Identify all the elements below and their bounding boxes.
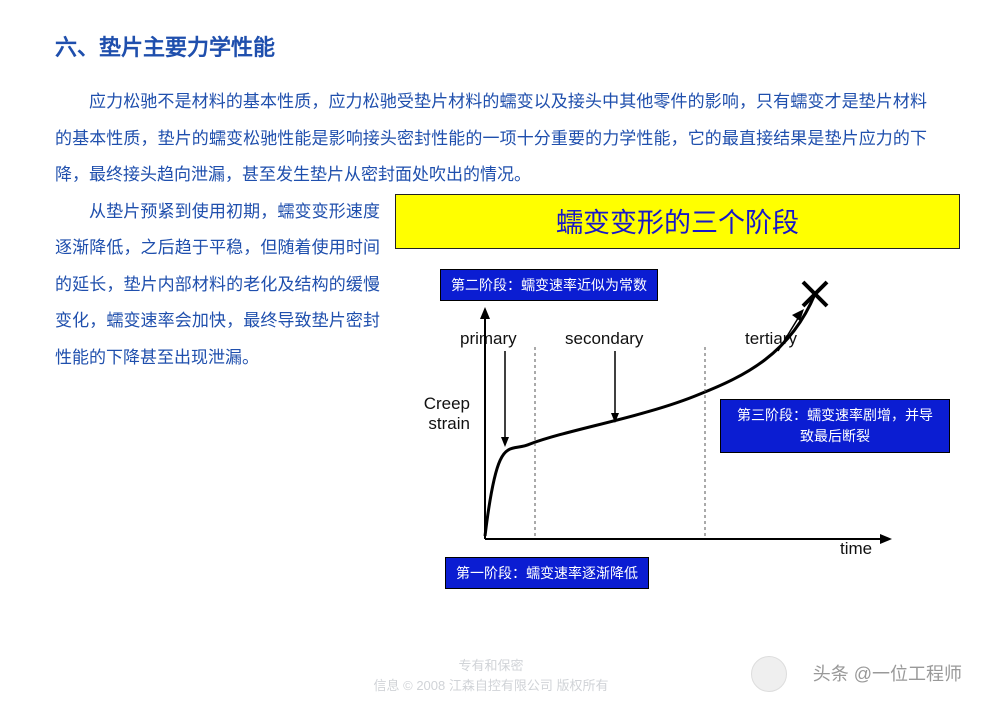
banner-title: 蠕变变形的三个阶段 xyxy=(395,194,960,249)
watermark-text: 头条 @一位工程师 xyxy=(813,660,962,686)
paragraph-2: 从垫片预紧到使用初期，蠕变变形速度逐渐降低，之后趋于平稳，但随着使用时间的延长，… xyxy=(55,194,380,377)
chart-svg xyxy=(390,269,950,564)
section-title: 六、垫片主要力学性能 xyxy=(55,30,927,62)
watermark-avatar xyxy=(751,656,787,692)
paragraph-1: 应力松驰不是材料的基本性质，应力松驰受垫片材料的蠕变以及接头中其他零件的影响，只… xyxy=(55,84,927,194)
x-axis-label: time xyxy=(840,539,872,559)
stage-1-label: 第一阶段：蠕变速率逐渐降低 xyxy=(445,557,649,589)
creep-chart: 第二阶段：蠕变速率近似为常数 primary secondary tertiar… xyxy=(390,269,950,589)
